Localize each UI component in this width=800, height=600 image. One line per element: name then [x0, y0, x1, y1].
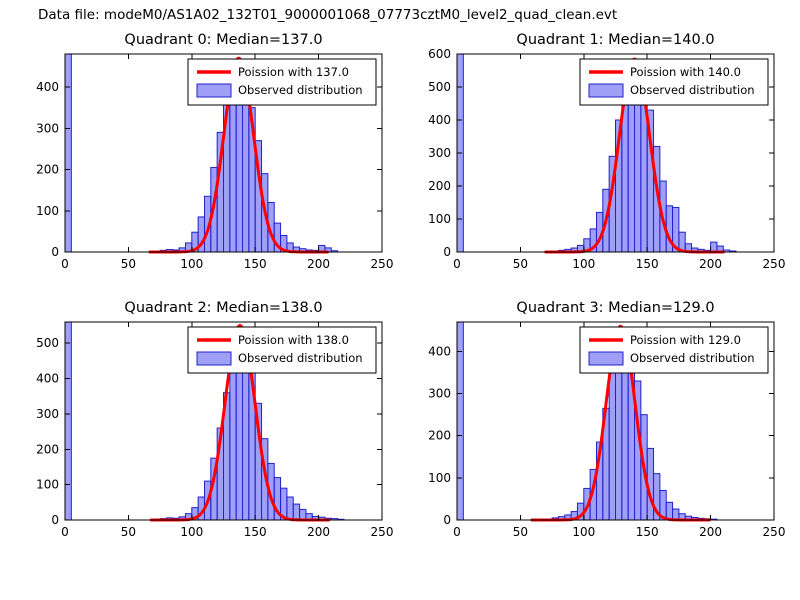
- y-tick-label: 300: [428, 387, 451, 401]
- hist-bar: [242, 86, 250, 253]
- y-tick-label: 100: [428, 471, 451, 485]
- legend-patch-sample: [588, 83, 624, 98]
- y-tick-label: 200: [36, 442, 59, 456]
- legend-label-fit: Poission with 137.0: [238, 65, 349, 79]
- y-tick-label: 400: [36, 372, 59, 386]
- x-tick-label: 0: [61, 525, 69, 539]
- hist-bar: [665, 501, 674, 521]
- x-tick-label: 150: [636, 257, 659, 271]
- x-tick-label: 0: [453, 257, 461, 271]
- y-tick-label: 400: [428, 113, 451, 127]
- y-tick-label: 400: [428, 344, 451, 358]
- x-tick-label: 0: [453, 525, 461, 539]
- subplot-title: Quadrant 2: Median=138.0: [124, 300, 322, 316]
- legend-patch-sample: [196, 351, 232, 366]
- y-tick-label: 200: [428, 179, 451, 193]
- legend-label-fit: Poission with 140.0: [630, 65, 741, 79]
- y-tick-label: 300: [36, 407, 59, 421]
- legend-label-observed: Observed distribution: [630, 83, 755, 97]
- axes-border: [64, 53, 383, 253]
- subplot-quadrant-0: Quadrant 0: Median=137.0 0 50 100 150 200 250 0…: [10, 28, 395, 296]
- y-tick-label: 100: [36, 204, 59, 218]
- hist-bar: [286, 496, 294, 521]
- hist-bar: [64, 321, 72, 521]
- x-tick-label: 0: [61, 257, 69, 271]
- axes-border: [456, 321, 775, 521]
- x-tick-label: 50: [121, 525, 136, 539]
- x-tick-label: 200: [699, 525, 722, 539]
- x-tick-label: 100: [572, 257, 595, 271]
- y-tick-label: 0: [51, 245, 59, 259]
- x-tick-label: 250: [763, 525, 786, 539]
- subplot-title: Quadrant 3: Median=129.0: [516, 300, 714, 316]
- x-tick-label: 100: [180, 525, 203, 539]
- legend-patch-sample: [588, 351, 624, 366]
- figure-title: Data file: modeM0/AS1A02_132T01_90000010…: [38, 7, 618, 23]
- y-tick-label: 500: [36, 336, 59, 350]
- y-tick-label: 400: [36, 80, 59, 94]
- legend-patch-sample: [196, 83, 232, 98]
- y-tick-label: 100: [36, 478, 59, 492]
- hist-bar: [292, 503, 301, 521]
- legend-label-observed: Observed distribution: [238, 83, 363, 97]
- x-tick-label: 250: [763, 257, 786, 271]
- axes-border: [64, 321, 383, 521]
- subplot-quadrant-1: Quadrant 1: Median=140.0 0 50 100 150 200 250 0…: [402, 28, 787, 296]
- x-tick-label: 150: [636, 525, 659, 539]
- subplot-title: Quadrant 0: Median=137.0: [124, 32, 322, 48]
- y-tick-label: 300: [428, 146, 451, 160]
- x-tick-label: 150: [244, 525, 267, 539]
- legend-label-observed: Observed distribution: [630, 351, 755, 365]
- x-tick-label: 100: [180, 257, 203, 271]
- y-tick-label: 100: [428, 212, 451, 226]
- hist-bar: [608, 372, 617, 521]
- legend-label-fit: Poission with 129.0: [630, 333, 741, 347]
- y-tick-label: 0: [443, 245, 451, 259]
- y-tick-label: 0: [443, 513, 451, 527]
- x-tick-label: 200: [699, 257, 722, 271]
- chart-quadrant-0: Quadrant 0: Median=137.0 0 50 100 150 200 250 0…: [36, 32, 394, 271]
- chart-quadrant-3: Quadrant 3: Median=129.0 0 50 100 150 200 250 0…: [428, 300, 786, 539]
- subplot-title: Quadrant 1: Median=140.0: [516, 32, 714, 48]
- hist-bar: [229, 80, 237, 253]
- subplot-quadrant-3: Quadrant 3: Median=129.0 0 50 100 150 200 250 0…: [402, 296, 787, 564]
- x-tick-label: 50: [121, 257, 136, 271]
- x-tick-label: 250: [371, 525, 394, 539]
- y-tick-label: 500: [428, 80, 451, 94]
- y-tick-label: 200: [36, 163, 59, 177]
- hist-bar: [229, 356, 237, 521]
- x-tick-label: 250: [371, 257, 394, 271]
- hist-bar: [299, 508, 307, 521]
- x-tick-label: 50: [513, 525, 528, 539]
- x-tick-label: 50: [513, 257, 528, 271]
- x-tick-label: 200: [307, 525, 330, 539]
- chart-quadrant-2: Quadrant 2: Median=138.0 0 50 100 150 200 250 0…: [36, 300, 394, 539]
- legend-label-observed: Observed distribution: [238, 351, 363, 365]
- x-tick-label: 100: [572, 525, 595, 539]
- x-tick-label: 150: [244, 257, 267, 271]
- hist-bar: [64, 53, 72, 253]
- y-tick-label: 300: [36, 121, 59, 135]
- x-tick-label: 200: [307, 257, 330, 271]
- y-tick-label: 600: [428, 47, 451, 61]
- chart-quadrant-1: Quadrant 1: Median=140.0 0 50 100 150 200 250 0…: [428, 32, 786, 271]
- y-tick-label: 200: [428, 429, 451, 443]
- legend-label-fit: Poission with 138.0: [238, 333, 349, 347]
- subplot-quadrant-2: Quadrant 2: Median=138.0 0 50 100 150 200 250 0…: [10, 296, 395, 564]
- y-tick-label: 0: [51, 513, 59, 527]
